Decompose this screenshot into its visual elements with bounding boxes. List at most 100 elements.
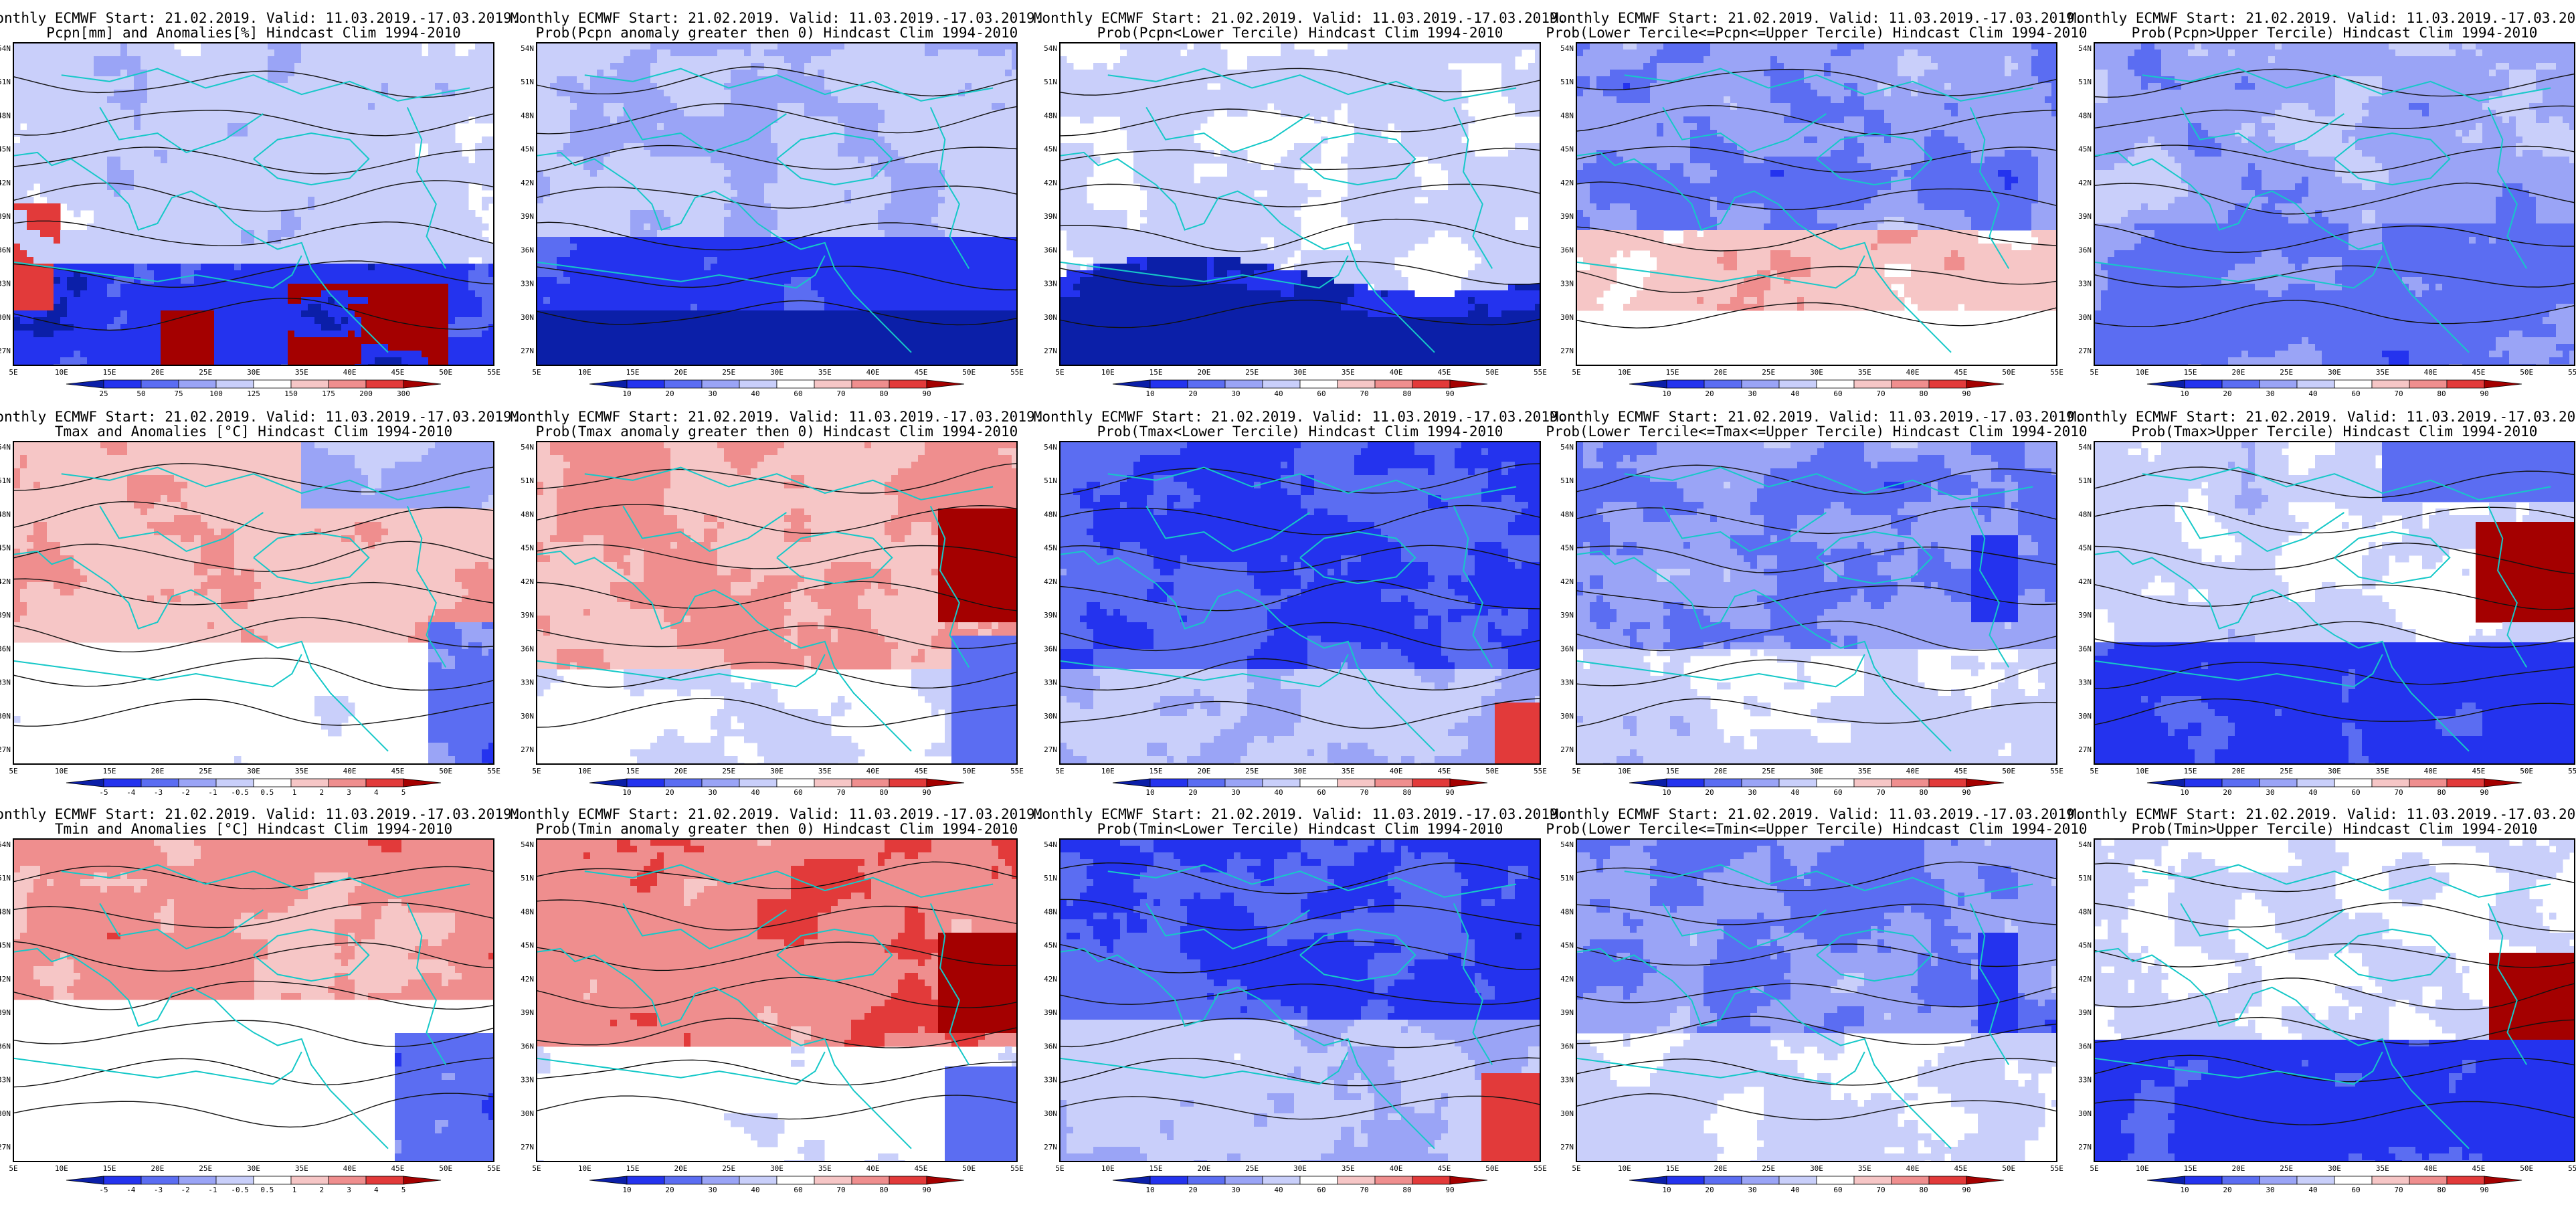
lat-tick-label: 39N — [1044, 1008, 1057, 1017]
lat-tick-label: 36N — [521, 246, 534, 254]
lat-tick-label: 54N — [1044, 840, 1057, 849]
lat-tick-label: 51N — [0, 476, 11, 485]
map-panel-10: Monthly ECMWF Start: 21.02.2019. Valid: … — [2068, 409, 2576, 797]
colorbar-tick-label: 20 — [1188, 389, 1197, 398]
shaded-field — [537, 43, 1019, 371]
lon-tick-label: 35E — [295, 1164, 308, 1173]
colorbar-tick-label: 80 — [1919, 788, 1928, 797]
lon-tick-label: 40E — [343, 1164, 357, 1173]
lat-tick-label: 45N — [0, 544, 11, 553]
colorbar-tick-label: 30 — [1748, 1186, 1756, 1194]
lat-tick-label: 33N — [0, 678, 11, 687]
lon-tick-label: 35E — [295, 767, 308, 775]
lat-tick-label: 45N — [521, 544, 534, 553]
lat-tick-label: 51N — [521, 476, 534, 485]
lon-tick-label: 50E — [1485, 767, 1499, 775]
lat-tick-label: 45N — [1560, 544, 1574, 553]
lat-tick-label: 30N — [1560, 313, 1574, 322]
panel-title-line2: Prob(Tmin>Upper Tercile) Hindcast Clim 1… — [2132, 821, 2538, 837]
lon-tick-label: 5E — [1572, 1164, 1580, 1173]
colorbar-tick-label: 10 — [622, 788, 631, 797]
lon-tick-label: 25E — [199, 368, 212, 377]
colorbar-tick-label: 30 — [708, 389, 717, 398]
lon-tick-label: 15E — [2184, 1164, 2197, 1173]
lon-tick-label: 50E — [2520, 767, 2533, 775]
colorbar-tick-label: 1 — [292, 1186, 297, 1194]
lon-tick-label: 30E — [770, 767, 784, 775]
shaded-field — [1576, 839, 2059, 1168]
map-panel-7: Monthly ECMWF Start: 21.02.2019. Valid: … — [511, 409, 1044, 797]
panel-title-line2: Prob(Tmin anomaly greater then 0) Hindca… — [536, 821, 1018, 837]
lat-tick-label: 30N — [0, 313, 11, 322]
lon-tick-label: 20E — [1197, 767, 1210, 775]
lat-tick-label: 39N — [1560, 611, 1574, 620]
lat-tick-label: 42N — [1044, 179, 1057, 187]
lat-tick-label: 36N — [1560, 644, 1574, 653]
colorbar-tick-label: -0.5 — [231, 1186, 249, 1194]
lat-tick-label: 27N — [0, 745, 11, 754]
colorbar-tick-label: 20 — [665, 389, 674, 398]
lat-tick-label: 42N — [521, 179, 534, 187]
colorbar-tick-label: 90 — [1445, 389, 1454, 398]
map-panel-2: Monthly ECMWF Start: 21.02.2019. Valid: … — [511, 10, 1044, 398]
lon-tick-label: 15E — [1149, 1164, 1163, 1173]
lon-tick-label: 55E — [487, 1164, 500, 1173]
map-panel-1: Monthly ECMWF Start: 21.02.2019. Valid: … — [0, 10, 520, 398]
colorbar-tick-label: 20 — [1705, 1186, 1714, 1194]
lat-tick-label: 51N — [2078, 78, 2092, 86]
colorbar-tick-label: -4 — [126, 1186, 136, 1194]
panel-title-line1: Monthly ECMWF Start: 21.02.2019. Valid: … — [511, 10, 1044, 26]
colorbar-tick-label: 40 — [1274, 1186, 1283, 1194]
lat-tick-label: 33N — [0, 1076, 11, 1085]
shaded-field — [2094, 442, 2576, 770]
lon-tick-label: 45E — [2472, 1164, 2485, 1173]
panel-title-line1: Monthly ECMWF Start: 21.02.2019. Valid: … — [1034, 806, 1567, 822]
lon-tick-label: 5E — [2090, 1164, 2098, 1173]
lat-tick-label: 39N — [1560, 1008, 1574, 1017]
lon-tick-label: 50E — [439, 767, 452, 775]
colorbar-tick-label: 0.5 — [260, 1186, 274, 1194]
lat-tick-label: 27N — [1044, 745, 1057, 754]
lat-tick-label: 33N — [2078, 1076, 2092, 1085]
lon-tick-label: 45E — [391, 368, 404, 377]
colorbar-tick-label: 60 — [1833, 788, 1842, 797]
lon-tick-label: 40E — [2424, 1164, 2437, 1173]
colorbar-tick-label: 60 — [794, 788, 802, 797]
lon-tick-label: 20E — [151, 368, 164, 377]
lon-tick-label: 40E — [866, 368, 880, 377]
colorbar-tick-label: -3 — [154, 788, 163, 797]
colorbar-tick-label: 125 — [247, 389, 260, 398]
lon-tick-label: 15E — [103, 767, 116, 775]
lon-tick-label: 20E — [1714, 368, 1727, 377]
lat-tick-label: 45N — [1044, 941, 1057, 950]
panel-title-line2: Prob(Lower Tercile<=Pcpn<=Upper Tercile)… — [1546, 25, 2087, 41]
colorbar-tick-label: 10 — [1662, 788, 1671, 797]
lat-tick-label: 42N — [1044, 577, 1057, 586]
colorbar-tick-label: 60 — [794, 1186, 802, 1194]
lat-tick-label: 27N — [0, 1143, 11, 1151]
colorbar-tick-label: 10 — [1145, 389, 1154, 398]
lat-tick-label: 45N — [521, 145, 534, 154]
lon-tick-label: 10E — [55, 1164, 68, 1173]
panel-title-line1: Monthly ECMWF Start: 21.02.2019. Valid: … — [2068, 806, 2576, 822]
lon-tick-label: 25E — [1762, 767, 1775, 775]
map-panel-13: Monthly ECMWF Start: 21.02.2019. Valid: … — [1034, 806, 1567, 1194]
lat-tick-label: 36N — [1560, 1042, 1574, 1050]
colorbar-tick-label: 10 — [2180, 788, 2189, 797]
lon-tick-label: 15E — [626, 368, 640, 377]
lat-tick-label: 45N — [1044, 145, 1057, 154]
lat-tick-label: 33N — [521, 678, 534, 687]
colorbar-tick-label: 40 — [1790, 389, 1799, 398]
lat-tick-label: 54N — [1044, 44, 1057, 53]
lat-tick-label: 30N — [2078, 313, 2092, 322]
panel-title-line1: Monthly ECMWF Start: 21.02.2019. Valid: … — [1550, 10, 2084, 26]
lon-tick-label: 10E — [1101, 767, 1115, 775]
lat-tick-label: 39N — [1560, 212, 1574, 221]
shaded-field — [13, 442, 496, 770]
lat-tick-label: 48N — [521, 907, 534, 916]
